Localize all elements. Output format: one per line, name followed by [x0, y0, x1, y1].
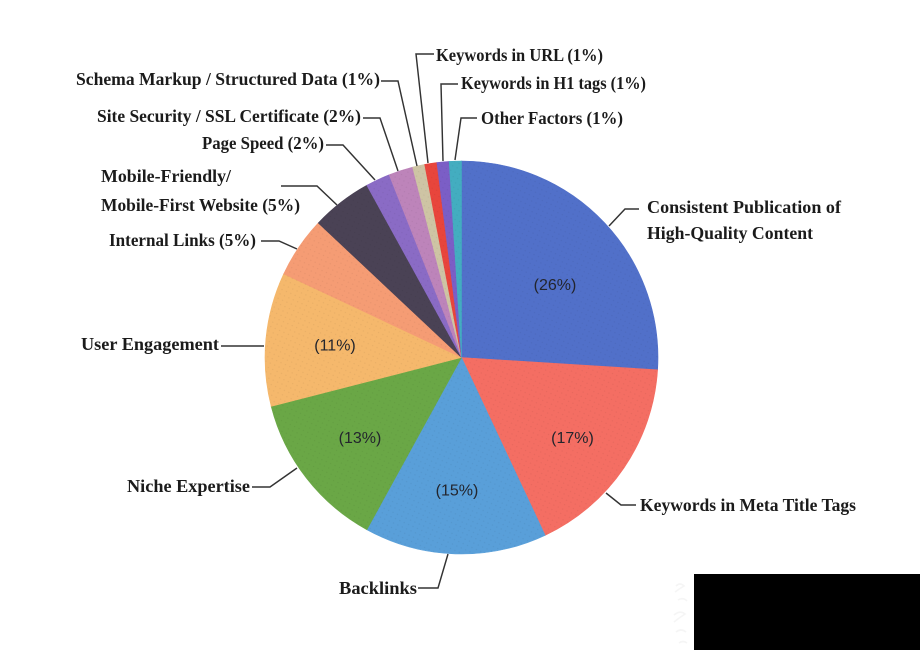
svg-text:(11%): (11%)	[314, 338, 356, 355]
svg-text:(13%): (13%)	[339, 430, 382, 447]
svg-text:Mobile-First Website (5%): Mobile-First Website (5%)	[101, 195, 300, 216]
svg-text:Page Speed (2%): Page Speed (2%)	[202, 133, 324, 154]
svg-text:High-Quality Content: High-Quality Content	[647, 223, 813, 243]
svg-text:(15%): (15%)	[436, 483, 479, 500]
svg-text:(26%): (26%)	[534, 277, 577, 294]
svg-text:Backlinks: Backlinks	[339, 578, 417, 598]
svg-text:(17%): (17%)	[551, 430, 594, 447]
svg-text:Niche Expertise: Niche Expertise	[127, 476, 250, 496]
svg-text:Consistent Publication of: Consistent Publication of	[647, 197, 842, 217]
svg-text:Keywords in H1 tags (1%): Keywords in H1 tags (1%)	[461, 73, 646, 94]
svg-text:Other Factors (1%): Other Factors (1%)	[481, 108, 623, 129]
svg-text:Mobile-Friendly/: Mobile-Friendly/	[101, 166, 232, 186]
svg-text:Keywords in URL (1%): Keywords in URL (1%)	[436, 45, 603, 66]
svg-text:User Engagement: User Engagement	[81, 334, 219, 354]
svg-text:Site Security / SSL Certificat: Site Security / SSL Certificate (2%)	[97, 106, 361, 127]
svg-text:Schema Markup / Structured Dat: Schema Markup / Structured Data (1%)	[76, 69, 380, 90]
svg-text:Keywords in Meta Title Tags: Keywords in Meta Title Tags	[640, 495, 856, 515]
svg-text:Internal Links (5%): Internal Links (5%)	[109, 230, 256, 251]
